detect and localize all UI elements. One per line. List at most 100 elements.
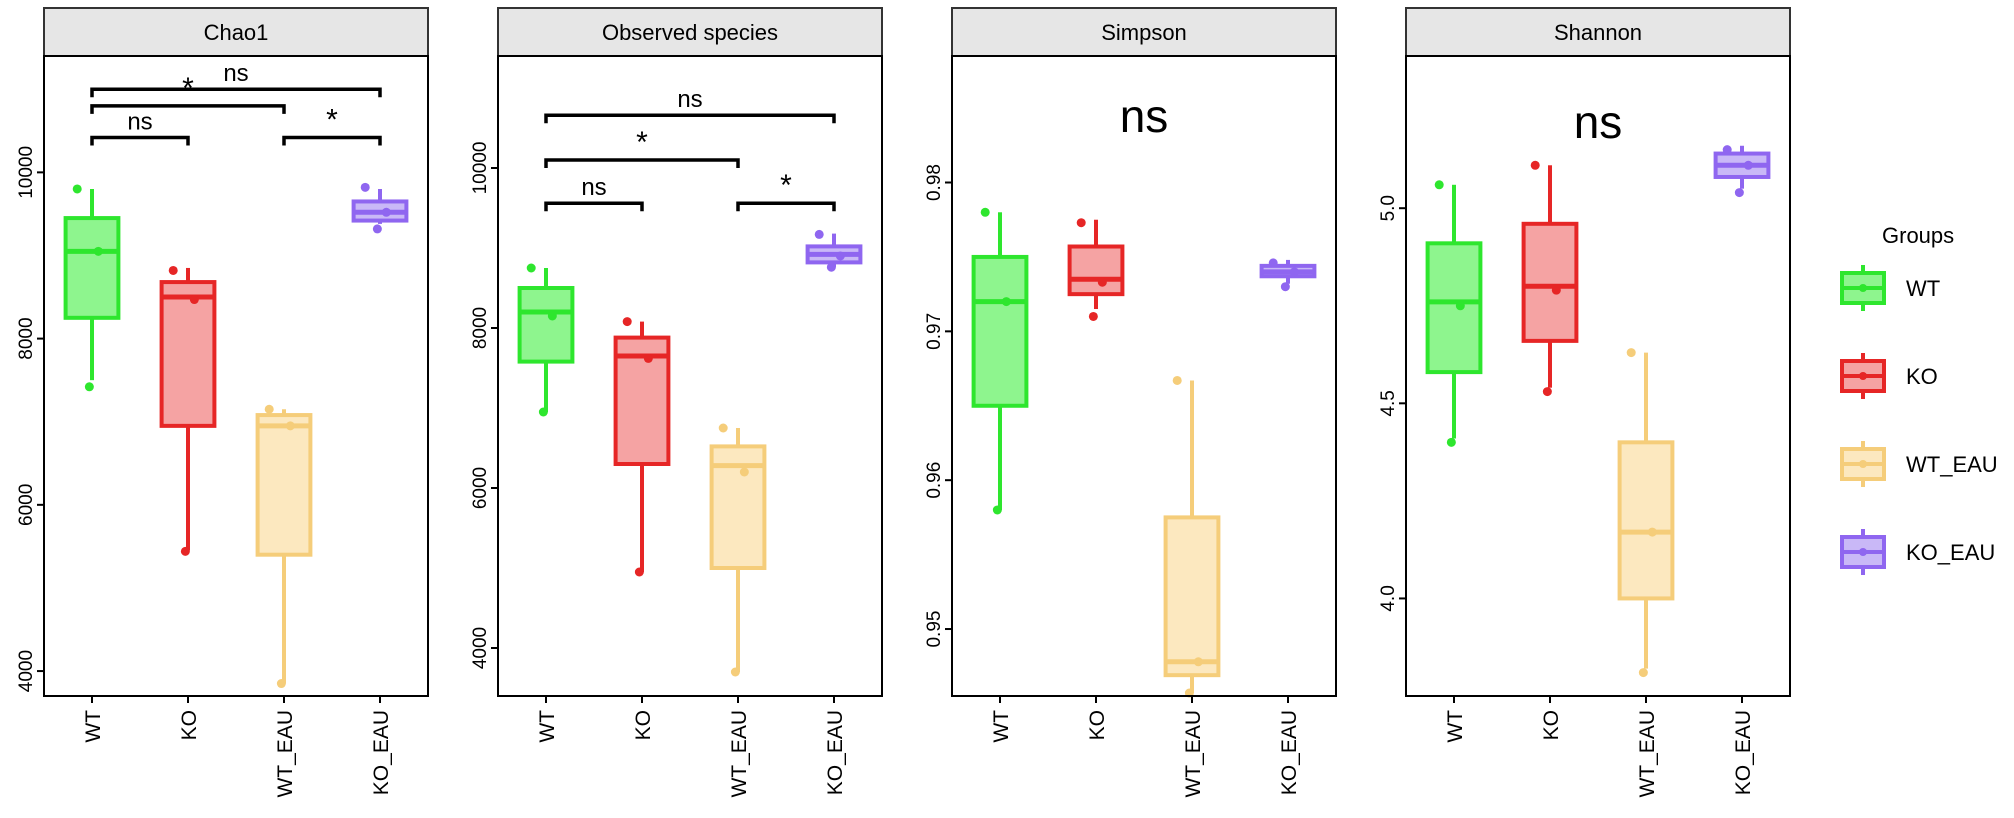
y-tick-label: 5.0 <box>1378 195 1399 221</box>
y-tick-label: 8000 <box>470 307 491 349</box>
data-point <box>1289 267 1299 277</box>
x-tick-label: KO <box>178 710 201 740</box>
data-point <box>1722 145 1732 155</box>
data-point <box>622 317 632 327</box>
data-point <box>1446 437 1456 447</box>
strip-title: Shannon <box>1554 20 1642 45</box>
x-tick-label: KO_EAU <box>824 710 847 795</box>
data-point <box>264 404 274 414</box>
data-point <box>980 207 990 217</box>
box-wt <box>971 254 1029 408</box>
y-tick-label: 4000 <box>470 627 491 669</box>
annotation-ns: ns <box>1574 96 1623 148</box>
significance-label: ns <box>223 60 248 87</box>
box-wt <box>1425 241 1483 375</box>
data-point <box>739 467 749 477</box>
significance-label: * <box>182 72 194 105</box>
panel-frame <box>1405 55 1791 697</box>
legend-title: Groups <box>1882 223 1954 248</box>
x-tick-label: WT_EAU <box>1636 710 1659 798</box>
data-point <box>1734 188 1744 198</box>
annotation-ns: ns <box>1120 90 1169 142</box>
legend-key-point <box>1859 548 1867 556</box>
data-point <box>276 679 286 689</box>
data-point <box>1001 297 1011 307</box>
data-point <box>180 546 190 556</box>
data-point <box>1542 387 1552 397</box>
data-point <box>538 407 548 417</box>
panel-frame <box>497 55 883 697</box>
data-point <box>285 421 295 431</box>
data-point <box>526 263 536 273</box>
box-wt <box>63 216 121 320</box>
box-ko <box>1521 221 1579 343</box>
data-point <box>372 224 382 234</box>
significance-label: ns <box>677 86 702 113</box>
x-tick-label: WT <box>990 710 1013 743</box>
significance-label: ns <box>127 108 152 135</box>
legend-label-wt: WT <box>1906 276 1940 301</box>
data-point <box>360 182 370 192</box>
x-tick-label: WT_EAU <box>728 710 751 798</box>
x-tick-label: KO_EAU <box>1732 710 1755 795</box>
panel-simpson: Simpson ns 0.95 0.96 0.97 0.98 WT KO WT_EAU KO_… <box>924 7 1337 798</box>
box-ko <box>613 335 671 467</box>
significance-bracket <box>544 201 644 212</box>
data-point <box>1638 668 1648 678</box>
box-ko <box>159 280 217 428</box>
y-tick-label: 0.97 <box>924 313 945 350</box>
data-point <box>1551 285 1561 295</box>
data-point <box>1280 282 1290 292</box>
y-tick-label: 4000 <box>16 650 37 692</box>
legend: Groups WT KO WT_EAU KO_EAU <box>1837 223 1998 578</box>
data-point <box>72 184 82 194</box>
data-point <box>1743 160 1753 170</box>
significance-bracket <box>544 158 740 168</box>
y-tick-label: 0.98 <box>924 164 945 201</box>
x-tick-label: KO <box>1540 710 1563 740</box>
data-point <box>643 353 653 363</box>
data-point <box>835 251 845 261</box>
box-wt_eau <box>255 413 313 557</box>
legend-key-point <box>1859 372 1867 380</box>
data-point <box>1647 527 1657 537</box>
x-tick-label: WT <box>82 710 105 743</box>
data-point <box>1434 180 1444 190</box>
significance-bracket <box>90 104 286 114</box>
box-wt_eau <box>1617 440 1675 601</box>
y-tick-label: 0.95 <box>924 611 945 648</box>
panel-frame <box>43 55 429 697</box>
data-point <box>730 667 740 677</box>
significance-bracket <box>90 87 382 98</box>
data-point <box>634 567 644 577</box>
data-point <box>1097 277 1107 287</box>
significance-bracket <box>736 201 836 212</box>
strip-observed-species <box>497 7 883 57</box>
strip-chao1 <box>43 7 429 57</box>
data-point <box>826 262 836 272</box>
panel-frame <box>951 55 1337 697</box>
significance-bracket <box>544 113 836 124</box>
x-tick-label: WT <box>1444 710 1467 743</box>
data-point <box>1455 301 1465 311</box>
x-tick-label: KO <box>1086 710 1109 740</box>
significance-label: * <box>636 126 648 159</box>
box-ko <box>1067 244 1125 297</box>
data-point <box>1076 218 1086 228</box>
data-point <box>718 423 728 433</box>
y-tick-label: 6000 <box>470 467 491 509</box>
data-point <box>1268 258 1278 268</box>
panel-chao1: Chao1 4000 6000 8000 10000 WT KO WT_EAU KO_EAU n… <box>16 7 429 798</box>
data-point <box>1193 657 1203 667</box>
x-tick-label: WT_EAU <box>274 710 297 798</box>
data-point <box>1626 348 1636 358</box>
panel-observed-species: Observed species 4000 6000 8000 10000 WT KO WT… <box>470 7 883 798</box>
significance-label: ns <box>581 174 606 201</box>
y-tick-label: 4.5 <box>1378 390 1399 416</box>
legend-key-point <box>1859 284 1867 292</box>
data-point <box>381 207 391 217</box>
y-tick-label: 0.96 <box>924 462 945 499</box>
x-tick-label: KO_EAU <box>370 710 393 795</box>
y-tick-label: 8000 <box>16 317 37 359</box>
x-tick-label: WT_EAU <box>1182 710 1205 798</box>
